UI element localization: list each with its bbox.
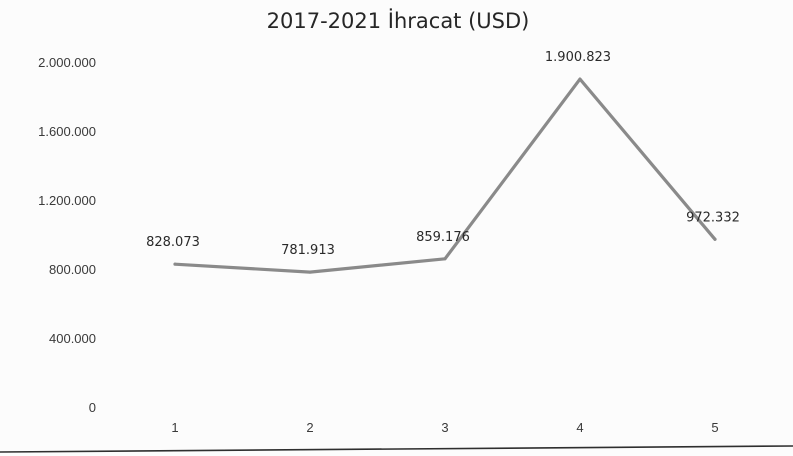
x-tick-label: 1 (171, 420, 178, 435)
data-point (173, 262, 177, 266)
data-label: 972.332 (686, 210, 740, 225)
series-group (173, 77, 717, 274)
x-tick-label: 5 (711, 420, 718, 435)
data-point (713, 237, 717, 241)
y-tick-label: 800.000 (49, 262, 96, 277)
x-tick-label: 3 (441, 420, 448, 435)
data-point (443, 257, 447, 261)
data-point (308, 270, 312, 274)
x-tick-label: 4 (576, 420, 583, 435)
data-label: 1.900.823 (545, 50, 611, 65)
y-tick-label: 400.000 (49, 331, 96, 346)
x-axis-ticks: 1 2 3 4 5 (171, 420, 718, 435)
x-tick-label: 2 (306, 420, 313, 435)
data-labels: 828.073 781.913 859.176 1.900.823 972.332 (146, 50, 740, 258)
data-label: 859.176 (416, 230, 470, 245)
data-label: 781.913 (281, 243, 335, 258)
y-tick-label: 2.000.000 (38, 55, 96, 70)
y-axis-ticks: 0 400.000 800.000 1.200.000 1.600.000 2.000.0… (38, 55, 96, 415)
y-tick-label: 0 (89, 400, 96, 415)
data-point (578, 77, 582, 81)
y-tick-label: 1.200.000 (38, 193, 96, 208)
chart-title: 2017-2021 İhracat (USD) (267, 8, 530, 33)
bottom-rule (0, 445, 793, 453)
data-label: 828.073 (146, 235, 200, 250)
y-tick-label: 1.600.000 (38, 124, 96, 139)
